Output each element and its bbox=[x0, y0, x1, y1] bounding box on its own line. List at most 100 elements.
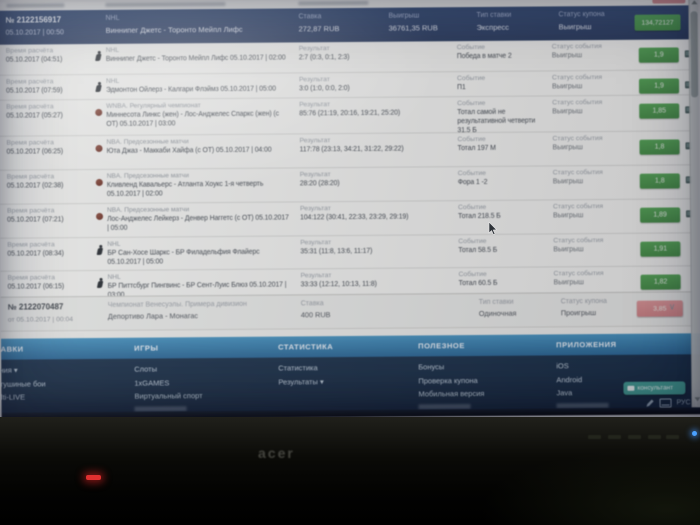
match-name: Миннесота Линкс (жен) - Лос-Анджелес Спа… bbox=[106, 110, 279, 128]
text-smudge bbox=[105, 1, 226, 7]
footer-link[interactable]: Бонусы bbox=[418, 362, 445, 372]
odds-badge: 1,9 bbox=[638, 47, 679, 63]
footer-link[interactable]: Проверка купона bbox=[418, 375, 478, 385]
event-value: Тотал 60.5 Б bbox=[458, 279, 498, 287]
footer-column: ПОЛЕЗНОЕ Бонусы Проверка купона Мобильна… bbox=[418, 334, 549, 409]
win-label: Выигрыш bbox=[388, 12, 420, 20]
bets-list: Время расчёта 05.10.2017 (04:51) NHL Вин… bbox=[0, 39, 693, 305]
pencil-icon[interactable] bbox=[645, 398, 654, 407]
event-status-value: Выигрыш bbox=[551, 52, 583, 60]
language-switch[interactable]: РУС bbox=[676, 398, 691, 406]
footer-link[interactable]: Петушиные бои bbox=[0, 378, 46, 389]
event-status-value: Выигрыш bbox=[553, 245, 584, 254]
footer-column-header: ИГРЫ bbox=[134, 343, 159, 353]
footer-links: Слоты 1xGAMES Виртуальный спорт bbox=[134, 362, 264, 412]
footer-link[interactable]: Multi-LIVE bbox=[0, 392, 26, 402]
footer-link[interactable]: Мобильная версия bbox=[418, 388, 485, 399]
settle-time-value: 05.10.2017 (02:38) bbox=[6, 182, 64, 190]
footer-column-header: СТАВКИ bbox=[0, 344, 24, 354]
bet-row: Время расчёта 05.10.2017 (08:34) NHL БР … bbox=[0, 233, 693, 272]
settle-time-value: 05.10.2017 (06:15) bbox=[7, 283, 65, 291]
coupon-league: NHL bbox=[105, 14, 120, 22]
result-value: 2:7 (0:3, 0:1, 2:3) bbox=[298, 53, 350, 62]
settle-time-value: 05.10.2017 (07:59) bbox=[6, 87, 63, 95]
footer-link[interactable]: Статистика bbox=[278, 363, 318, 373]
win-value: 36761,35 RUB bbox=[388, 23, 438, 34]
scrollbar-up-arrow[interactable] bbox=[691, 0, 698, 5]
footer-link[interactable]: Слоты bbox=[134, 364, 158, 374]
result-value: 35:31 (11:8, 13:6, 11:17) bbox=[300, 247, 373, 256]
stake-value: 272,87 RUB bbox=[298, 24, 340, 34]
coupon-match: Виннипег Джетс - Торонто Мейпл Лифс bbox=[105, 25, 243, 36]
scrollbar-down-arrow[interactable] bbox=[694, 397, 700, 402]
result-value: 33:33 (12:12, 10:13, 11:8) bbox=[300, 280, 377, 289]
bet-type-label: Тип ставки bbox=[476, 11, 512, 20]
bet-type-value: Экспресс bbox=[476, 23, 510, 33]
coupon-number: № 2122156917 bbox=[5, 15, 62, 25]
monitor-screen: № 2122156917 05.10.2017 | 00:50 NHL Винн… bbox=[0, 0, 700, 417]
monitor-bezel: acer bbox=[0, 417, 700, 525]
site-footer: СТАВКИ Линия ▾ Петушиные бои Multi-LIVE bbox=[0, 333, 700, 415]
stake-value: 400 RUB bbox=[300, 310, 331, 320]
consultant-label: консультант bbox=[637, 384, 674, 392]
footer-link[interactable]: iOS bbox=[556, 361, 569, 371]
odds-badge: 1,8 bbox=[639, 173, 680, 189]
chevron-down-icon[interactable]: ∨ bbox=[668, 301, 676, 312]
bet-type-value: Одиночная bbox=[478, 309, 517, 319]
footer-link[interactable]: Линия ▾ bbox=[0, 365, 18, 375]
result-value: 85:76 (21:19, 20:16, 19:21, 25:20) bbox=[299, 109, 401, 118]
match-name: Эдмонтон Ойлерз - Калгари Флэймз 05.10.2… bbox=[106, 85, 276, 94]
odds-badge: 1,91 bbox=[640, 241, 681, 257]
settle-time-value: 05.10.2017 (08:34) bbox=[7, 250, 64, 258]
osd-button bbox=[648, 435, 661, 439]
event-status-value: Выигрыш bbox=[552, 107, 583, 116]
event-status-value: Выигрыш bbox=[552, 83, 583, 91]
osd-button bbox=[666, 435, 679, 439]
stake-label: Ставка bbox=[298, 13, 322, 21]
coupon-2-header[interactable]: № 2122070487 от 05.10.2017 | 00:04 Чемпи… bbox=[0, 291, 693, 332]
acer-logo: acer bbox=[258, 445, 295, 461]
sport-icon bbox=[95, 51, 103, 61]
bet-row: Время расчёта 05.10.2017 (06:25) NBA. Пр… bbox=[0, 131, 692, 171]
coupon-status-value: Проигрыш bbox=[560, 308, 597, 318]
settle-time-value: 05.10.2017 (05:27) bbox=[6, 112, 63, 120]
footer-column-header: ПРИЛОЖЕНИЯ bbox=[556, 339, 617, 350]
scrollbar-thumb[interactable] bbox=[690, 11, 699, 98]
match-name: Юта Джаз - Маккаби Хайфа (с ОТ) 05.10.20… bbox=[106, 146, 272, 155]
footer-column: СТАТИСТИКА Статистика Результаты ▾ bbox=[278, 336, 408, 389]
osd-button bbox=[588, 435, 601, 439]
coupon-match: Депортиво Лара - Монагас bbox=[107, 311, 199, 322]
status-led-blue bbox=[692, 431, 697, 436]
sport-icon bbox=[95, 107, 103, 117]
stake-label: Ставка bbox=[300, 300, 324, 308]
match-name: Лос-Анджелес Лейкерз - Денвер Наггетс (с… bbox=[107, 214, 289, 232]
sport-icon bbox=[97, 278, 105, 288]
keyboard-icon[interactable] bbox=[659, 397, 672, 408]
sport-icon bbox=[95, 143, 103, 153]
footer-links: Бонусы Проверка купона Мобильная версия bbox=[418, 359, 548, 409]
coupon-status-value: Выигрыш bbox=[558, 22, 592, 32]
sport-icon bbox=[96, 245, 104, 255]
event-status-value: Выигрыш bbox=[552, 177, 584, 186]
match-name: Виннипег Джетс - Торонто Мейпл Лифс 05.1… bbox=[105, 54, 286, 63]
footer-link[interactable]: Виртуальный спорт bbox=[134, 391, 203, 401]
text-smudge bbox=[298, 0, 369, 6]
mouse-cursor bbox=[488, 222, 498, 235]
footer-link[interactable]: Результаты ▾ bbox=[278, 376, 324, 387]
consultant-button[interactable]: консультант bbox=[623, 381, 686, 395]
bet-row: Время расчёта 05.10.2017 (05:27) WNBA. Р… bbox=[0, 95, 692, 137]
total-odds-badge: 134,72127 bbox=[634, 14, 681, 31]
odds-badge: 1,89 bbox=[640, 207, 681, 223]
text-smudge bbox=[6, 3, 65, 8]
footer-links: Статистика Результаты ▾ bbox=[278, 361, 408, 389]
bet-type-label: Тип ставки bbox=[478, 298, 514, 306]
coupon-status-label: Статус купона bbox=[558, 10, 605, 19]
sport-icon bbox=[96, 177, 104, 187]
osd-button bbox=[628, 435, 641, 439]
footer-link[interactable]: 1xGAMES bbox=[134, 377, 170, 388]
footer-column-header: ПОЛЕЗНОЕ bbox=[418, 341, 465, 351]
result-value: 28:20 (28:20) bbox=[299, 179, 340, 188]
bet-history-page: № 2122156917 05.10.2017 | 00:50 NHL Винн… bbox=[0, 0, 700, 417]
coupon-status-label: Статус купона bbox=[560, 297, 607, 306]
